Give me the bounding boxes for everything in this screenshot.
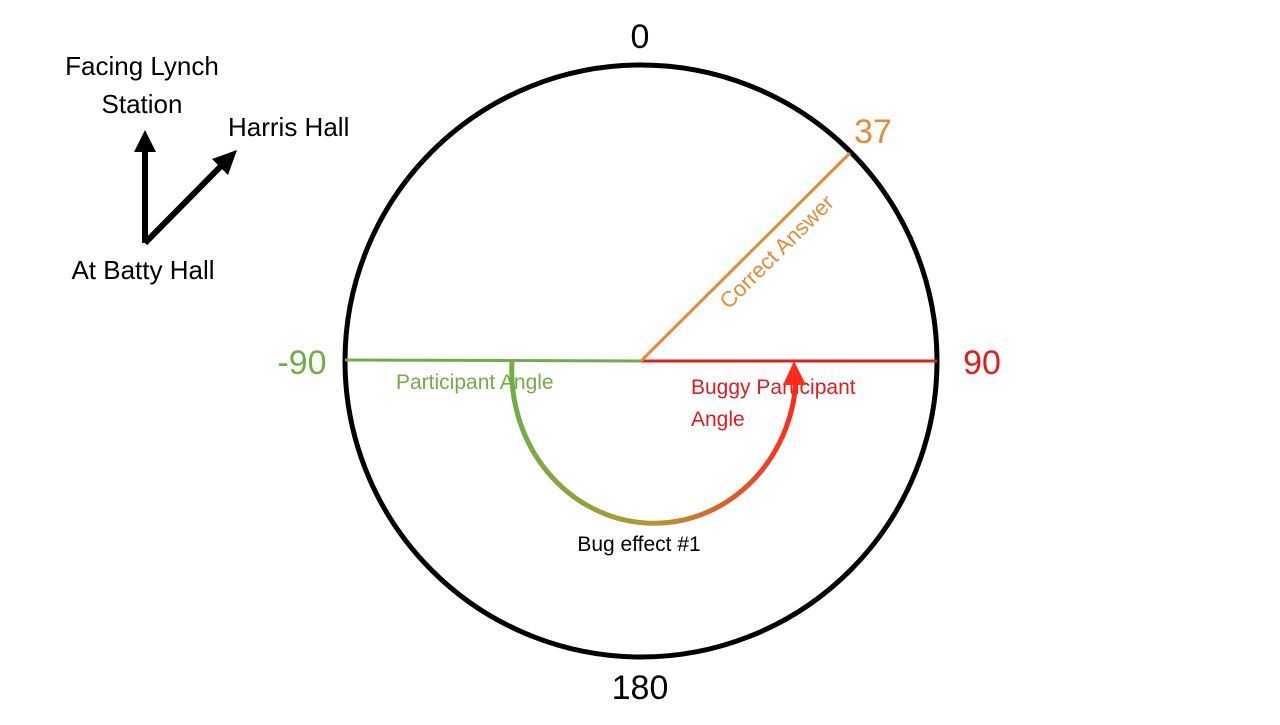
batty-hall-label: At Batty Hall xyxy=(71,255,214,285)
bug-effect-arrow-head xyxy=(783,361,806,385)
label-90: 90 xyxy=(963,344,1001,382)
participant-angle-line xyxy=(344,358,642,363)
harris-hall-label: Harris Hall xyxy=(228,112,349,142)
direction-legend: Facing Lynch Station Harris Hall At Batt… xyxy=(65,51,349,285)
bug-effect-caption: Bug effect #1 xyxy=(577,533,700,556)
label-180: 180 xyxy=(612,669,669,707)
bug-effect-arc xyxy=(509,361,799,526)
participant-angle-label: Participant Angle xyxy=(396,371,554,394)
correct-answer-label: Correct Answer xyxy=(715,190,839,314)
buggy-angle-label-line2: Angle xyxy=(691,408,745,431)
facing-label-line2: Station xyxy=(102,89,183,119)
facing-arrow-head xyxy=(134,130,156,152)
harris-arrow-head xyxy=(212,150,237,175)
correct-answer-line xyxy=(639,151,852,363)
label-0: 0 xyxy=(631,18,650,56)
label-minus-90: -90 xyxy=(277,344,326,382)
buggy-angle-label-line1: Buggy Participant xyxy=(691,376,856,399)
facing-label-line1: Facing Lynch xyxy=(65,51,219,81)
harris-arrow-shaft xyxy=(142,160,227,246)
label-37: 37 xyxy=(854,113,892,151)
